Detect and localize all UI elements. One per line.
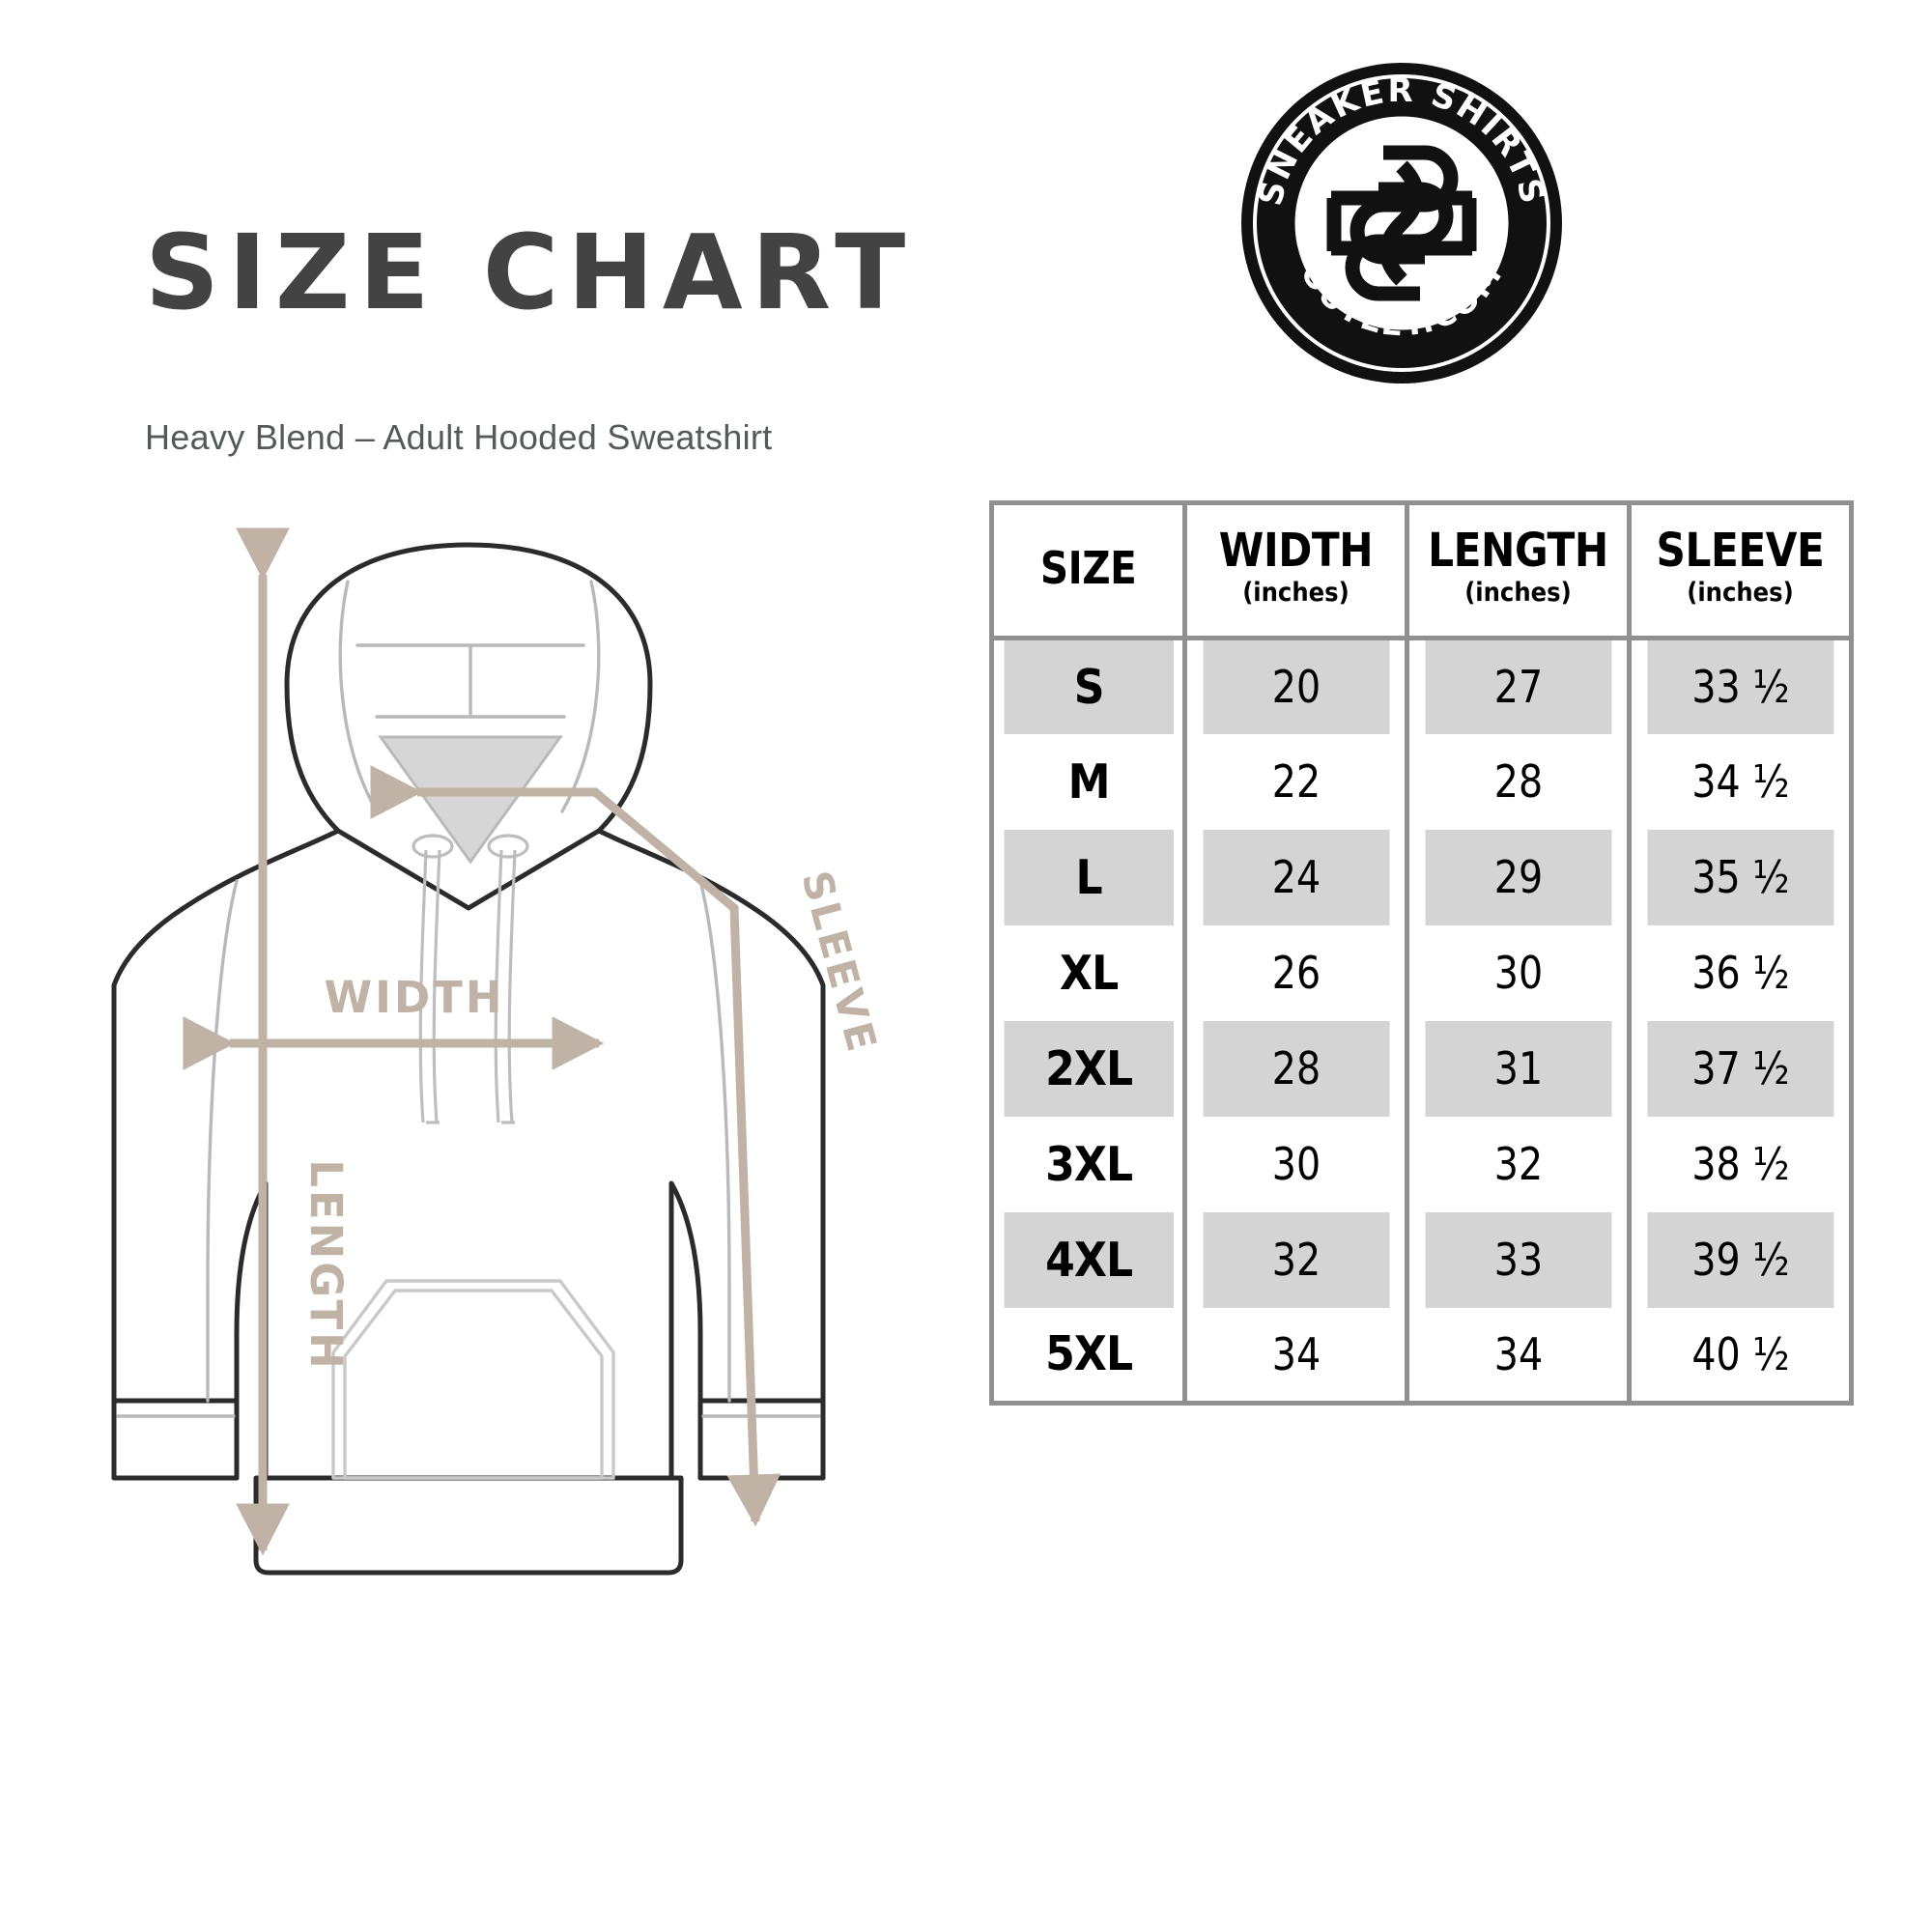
cell-size: L — [999, 829, 1179, 925]
cell-length: 31 — [1420, 1020, 1616, 1117]
table-row: M 22 28 34 ½ — [992, 733, 1852, 830]
cell-sleeve: 36 ½ — [1642, 924, 1838, 1021]
left-cuff — [111, 1398, 240, 1481]
right-cuff — [697, 1398, 826, 1481]
width-label: WIDTH — [324, 972, 504, 1023]
shoulder-seam-right — [698, 879, 731, 1403]
title-block: SIZE CHART Heavy Blend – Adult Hooded Sw… — [145, 222, 937, 458]
table-row: 4XL 32 33 39 ½ — [992, 1211, 1852, 1308]
neck-insert — [381, 737, 560, 862]
hood-inner-left — [338, 580, 379, 813]
brand-logo: SNEAKER SHIRTS OUTLET.COM — [1238, 60, 1565, 386]
header-unit: (inches) — [1687, 578, 1794, 609]
cell-width: 22 — [1198, 733, 1394, 830]
table-row: S 20 27 33 ½ — [992, 638, 1852, 734]
cell-sleeve: 37 ½ — [1642, 1020, 1838, 1117]
cell-length: 28 — [1420, 733, 1616, 830]
size-chart-table: SIZE WIDTH (inches) LENGTH (inches) SLEE… — [988, 500, 1854, 1406]
cell-length: 33 — [1420, 1211, 1616, 1308]
cell-sleeve: 35 ½ — [1642, 829, 1838, 925]
cell-width: 20 — [1198, 638, 1394, 734]
cell-size: 3XL — [999, 1116, 1179, 1212]
hoodie-illustration: WIDTH LENGTH SLEEVE — [58, 502, 985, 1594]
shoulder-seam-left — [206, 879, 239, 1403]
cell-sleeve: 39 ½ — [1642, 1211, 1838, 1308]
hood-inner-right — [560, 580, 601, 813]
cell-width: 26 — [1198, 924, 1394, 1021]
cell-width: 32 — [1198, 1211, 1394, 1308]
length-label: LENGTH — [300, 1159, 352, 1372]
header-label: SIZE — [1039, 542, 1137, 595]
table-row: 2XL 28 31 37 ½ — [992, 1020, 1852, 1117]
cell-sleeve: 40 ½ — [1642, 1307, 1838, 1404]
cell-size: XL — [999, 924, 1179, 1021]
column-header-width: WIDTH (inches) — [1182, 502, 1410, 640]
column-header-size: SIZE — [988, 502, 1188, 640]
cell-width: 34 — [1198, 1307, 1394, 1404]
cell-size: 4XL — [999, 1211, 1179, 1308]
size-table-container: SIZE WIDTH (inches) LENGTH (inches) SLEE… — [988, 500, 1854, 1406]
hood-outline — [284, 542, 653, 911]
cell-sleeve: 34 ½ — [1642, 733, 1838, 830]
page-title: SIZE CHART — [145, 213, 915, 333]
logo-monogram — [1326, 145, 1477, 301]
table-header-row: SIZE WIDTH (inches) LENGTH (inches) SLEE… — [988, 502, 1854, 640]
cell-width: 24 — [1198, 829, 1394, 925]
header-unit: (inches) — [1242, 578, 1350, 609]
kangaroo-pocket — [331, 1279, 615, 1480]
table-row: 5XL 34 34 40 ½ — [992, 1307, 1852, 1404]
cell-length: 34 — [1420, 1307, 1616, 1404]
cell-length: 32 — [1420, 1116, 1616, 1212]
body-outline — [111, 828, 826, 1481]
cell-size: 5XL — [999, 1307, 1179, 1404]
cell-sleeve: 33 ½ — [1642, 638, 1838, 734]
cell-length: 27 — [1420, 638, 1616, 734]
header-label: SLEEVE — [1656, 524, 1825, 579]
cell-length: 30 — [1420, 924, 1616, 1021]
measurement-arrows — [183, 527, 781, 1556]
header-label: WIDTH — [1219, 524, 1374, 579]
page-subtitle: Heavy Blend – Adult Hooded Sweatshirt — [145, 417, 773, 457]
column-header-sleeve: SLEEVE (inches) — [1627, 502, 1854, 640]
cell-size: S — [999, 638, 1179, 734]
table-row: 3XL 30 32 38 ½ — [992, 1116, 1852, 1212]
sleeve-label: SLEEVE — [792, 866, 886, 1059]
table-row: L 24 29 35 ½ — [992, 829, 1852, 925]
cell-size: 2XL — [999, 1020, 1179, 1117]
cell-width: 28 — [1198, 1020, 1394, 1117]
column-header-length: LENGTH (inches) — [1405, 502, 1633, 640]
cell-sleeve: 38 ½ — [1642, 1116, 1838, 1212]
cell-width: 30 — [1198, 1116, 1394, 1212]
header-unit: (inches) — [1464, 578, 1572, 609]
cell-size: M — [999, 733, 1179, 830]
waistband — [253, 1475, 684, 1576]
table-row: XL 26 30 36 ½ — [992, 924, 1852, 1021]
sleeve-arrow — [370, 765, 781, 1527]
cell-length: 29 — [1420, 829, 1616, 925]
header-label: LENGTH — [1428, 524, 1608, 579]
